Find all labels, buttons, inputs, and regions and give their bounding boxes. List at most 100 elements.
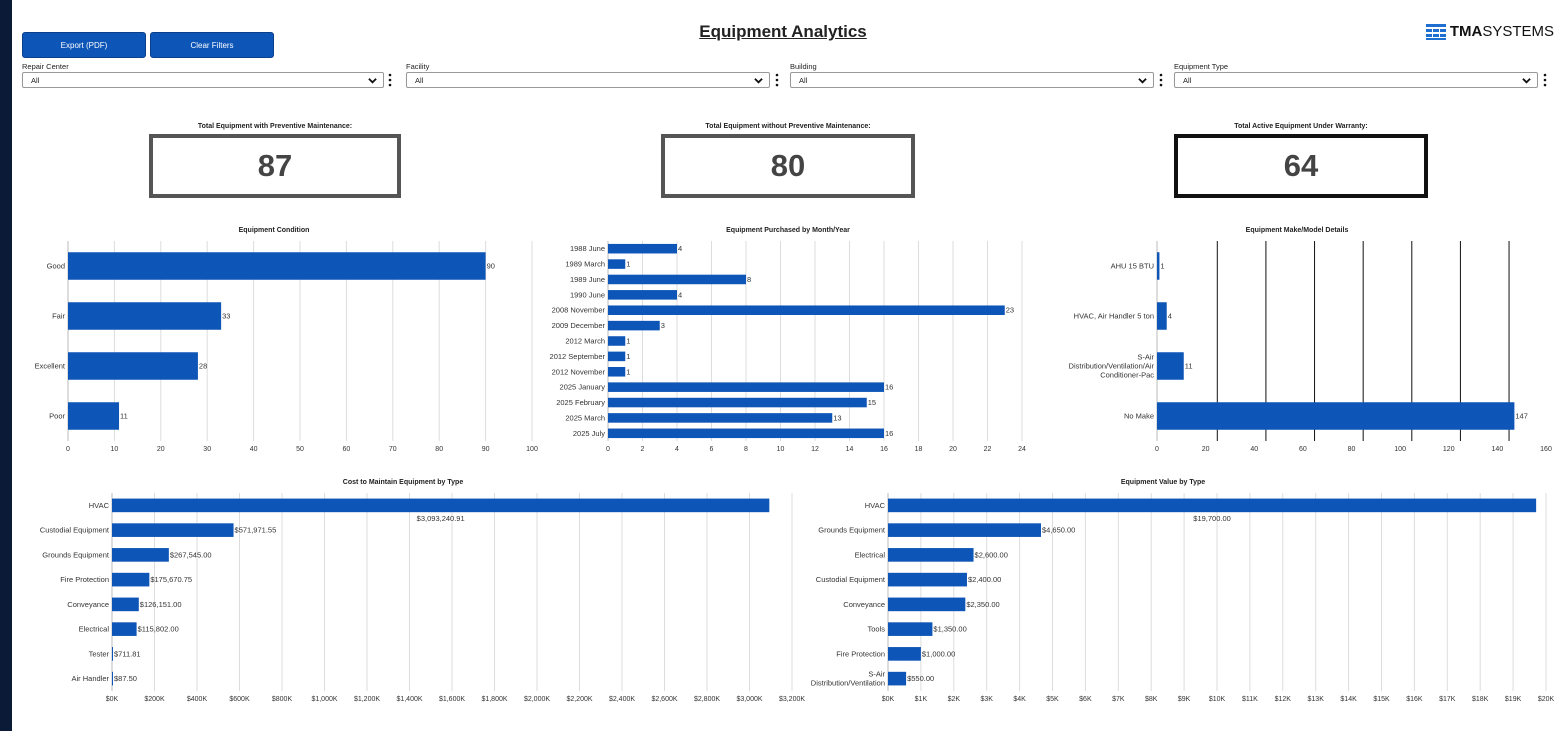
kebab-menu-icon[interactable] [1159,73,1163,87]
data-label: 147 [1515,412,1528,421]
x-tick-label: 4 [675,446,679,453]
data-label: 90 [487,262,495,271]
bar[interactable] [888,671,907,686]
bar[interactable] [68,302,222,330]
bar[interactable] [888,622,933,636]
bar[interactable] [888,498,1537,513]
kebab-menu-icon[interactable] [388,73,392,87]
x-tick-label: $2K [948,696,961,703]
bar[interactable] [112,523,234,537]
x-tick-label: 18 [915,446,923,453]
kebab-menu-icon[interactable] [1543,73,1547,87]
category-label: HVAC [865,501,886,510]
bar[interactable] [608,397,867,408]
kpi-value-warranty: 64 [1174,134,1428,198]
bar[interactable] [608,274,746,285]
x-tick-label: $2,400K [609,696,635,703]
bar[interactable] [112,647,113,661]
category-label: Custodial Equipment [40,526,110,535]
bar[interactable] [608,259,626,269]
bar[interactable] [608,382,884,392]
x-tick-label: 60 [1299,446,1307,453]
kebab-menu-icon[interactable] [775,73,779,87]
bar[interactable] [112,548,169,562]
bar[interactable] [112,498,770,513]
clear-filters-button[interactable]: Clear Filters [150,32,274,58]
bar[interactable] [112,671,113,686]
category-label: Poor [49,412,65,421]
bar[interactable] [888,548,974,562]
bar[interactable] [608,428,884,439]
bar[interactable] [112,622,137,636]
x-tick-label: $800K [272,696,293,703]
data-label: 28 [199,362,207,371]
x-tick-label: 100 [526,446,538,453]
x-tick-label: $18K [1472,696,1489,703]
data-label: 11 [1185,362,1193,371]
category-label: 2012 March [565,337,605,346]
x-tick-label: $200K [144,696,165,703]
category-label: 1989 June [570,275,605,284]
bar[interactable] [608,351,626,362]
kpi-value-without-pm: 80 [661,134,915,198]
x-tick-label: $17K [1439,696,1456,703]
category-label: Air Handler [71,674,109,683]
building-select[interactable]: All [790,72,1154,88]
x-tick-label: $1K [915,696,928,703]
bar[interactable] [68,352,198,380]
equipment-type-select[interactable]: All [1174,72,1538,88]
chart-title-purchased: Equipment Purchased by Month/Year [726,227,850,234]
bar[interactable] [112,597,139,612]
x-tick-label: 10 [777,446,785,453]
data-label: 4 [678,244,682,253]
x-tick-label: $3K [980,696,993,703]
data-label: $571,971.55 [235,526,277,535]
x-tick-label: 80 [435,446,443,453]
bar[interactable] [608,290,677,300]
bar[interactable] [1157,252,1160,280]
category-label: Conditioner-Pac [1100,371,1154,380]
bar[interactable] [1157,302,1167,330]
category-label: Excellent [35,362,66,371]
chevron-down-icon [754,78,763,84]
data-label: 4 [678,290,682,299]
bar[interactable] [888,597,966,612]
x-tick-label: $6K [1079,696,1092,703]
bar[interactable] [608,243,677,254]
bar[interactable] [888,523,1041,537]
bar[interactable] [608,336,626,346]
bar[interactable] [1157,352,1184,380]
bar[interactable] [608,367,626,377]
x-tick-label: $11K [1242,696,1258,703]
facility-select[interactable]: All [406,72,770,88]
repair-center-select[interactable]: All [22,72,384,88]
bar[interactable] [68,252,486,280]
bar[interactable] [1157,402,1515,430]
data-label: $2,400.00 [968,575,1001,584]
bar[interactable] [608,305,1005,315]
select-value: All [31,76,40,85]
data-label: 15 [868,398,876,407]
bar[interactable] [888,572,967,587]
x-tick-label: $2,600K [651,696,677,703]
bar[interactable] [608,413,833,423]
data-label: 8 [747,275,751,284]
data-label: $4,650.00 [1042,526,1075,535]
x-tick-label: 40 [250,446,258,453]
page-title: Equipment Analytics [699,22,867,41]
bar[interactable] [608,320,660,331]
bar[interactable] [68,402,120,430]
data-label: $1,000.00 [922,649,955,658]
x-tick-label: 2 [641,446,645,453]
chart-title-cost: Cost to Maintain Equipment by Type [342,479,464,486]
x-tick-label: $14K [1340,696,1357,703]
bar[interactable] [112,572,150,587]
x-tick-label: $19K [1505,696,1522,703]
bar[interactable] [888,647,921,661]
category-label: 2025 March [565,413,605,422]
x-tick-label: 16 [880,446,888,453]
export-pdf-button[interactable]: Export (PDF) [22,32,146,58]
x-tick-label: 70 [389,446,397,453]
data-label: $126,151.00 [140,600,182,609]
